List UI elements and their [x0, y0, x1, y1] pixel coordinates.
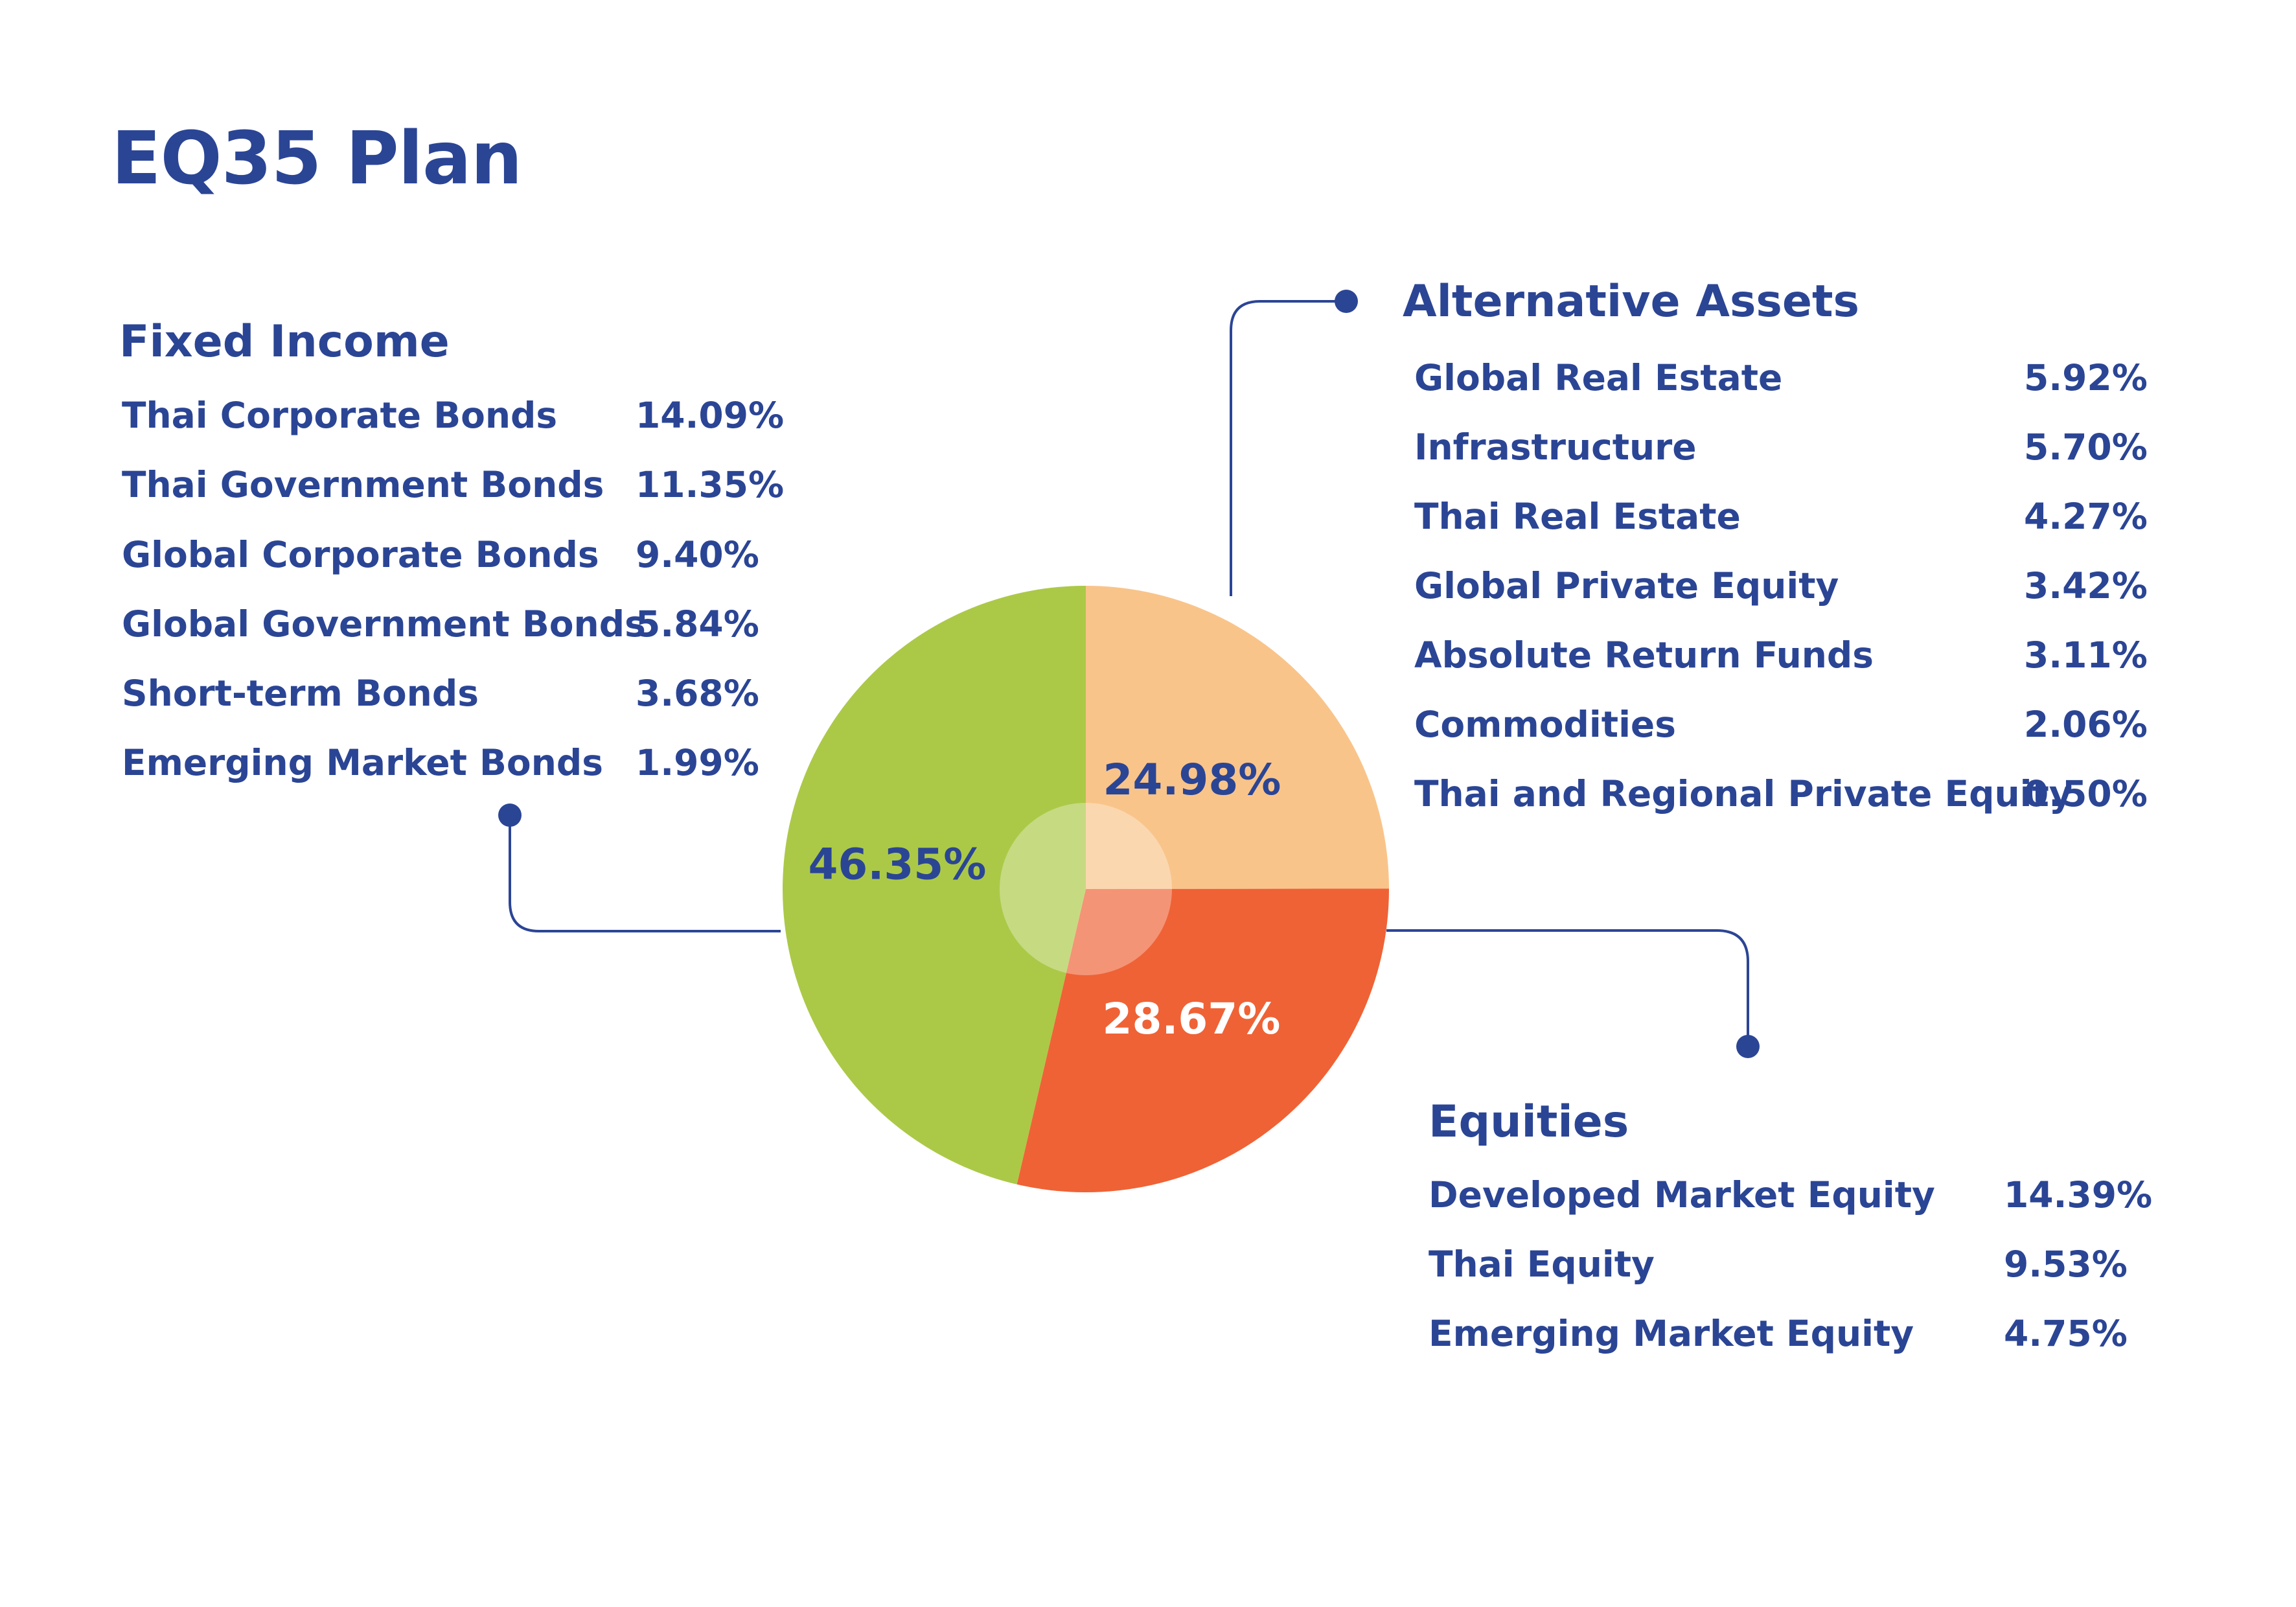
alternative-assets-item-label: Thai Real Estate — [1414, 496, 1741, 537]
connector-dot-fixed-income — [498, 804, 522, 827]
page-title: EQ35 Plan — [111, 117, 522, 201]
alternative-assets-item-value: 3.42% — [2024, 565, 2148, 607]
connector-dot-alternative-assets — [1335, 290, 1358, 313]
fixed-income-item-label: Emerging Market Bonds — [122, 742, 603, 783]
pie-labels: 24.98% 28.67% 46.35% — [808, 755, 1281, 1044]
alternative-assets-item-value: 5.70% — [2024, 426, 2148, 468]
fixed-income-item-value: 14.09% — [636, 395, 785, 436]
alternative-assets-item-value: 2.06% — [2024, 704, 2148, 745]
fixed-income-item-label: Short-term Bonds — [122, 673, 479, 714]
alternative-assets-item-value: 0.50% — [2024, 773, 2148, 815]
alternative-assets-item-value: 4.27% — [2024, 496, 2148, 537]
alternative-assets-item-label: Commodities — [1414, 704, 1676, 745]
connector-line-fixed-income — [509, 815, 781, 932]
fixed-income-item-value: 3.68% — [636, 673, 759, 714]
fixed-income-item-label: Global Government Bonds — [122, 603, 646, 645]
fixed-income-item-value: 11.35% — [636, 464, 785, 505]
pie-label-equities: 28.67% — [1103, 994, 1281, 1044]
equities-item-label: Emerging Market Equity — [1429, 1313, 1914, 1354]
fixed-income-item-label: Global Corporate Bonds — [122, 534, 599, 575]
alternative-assets-item-label: Infrastructure — [1414, 426, 1697, 468]
equities-item-value: 4.75% — [2004, 1313, 2128, 1354]
pie-slices — [783, 586, 1389, 1192]
alternative-assets-title: Alternative Assets — [1403, 276, 1860, 327]
fixed-income-item-value: 9.40% — [636, 534, 759, 575]
equities-item-value: 9.53% — [2004, 1243, 2128, 1285]
pie-label-fixed-income: 46.35% — [808, 840, 986, 890]
pie-slice-fixed-income — [783, 586, 1086, 1185]
connector-line-alternative-assets — [1230, 300, 1346, 596]
pie-label-alternative-assets: 24.98% — [1103, 755, 1281, 805]
equities-title: Equities — [1429, 1096, 1629, 1148]
equities-item-value: 14.39% — [2004, 1174, 2153, 1216]
fixed-income-item-label: Thai Government Bonds — [122, 464, 604, 505]
connector-dot-equities — [1736, 1035, 1760, 1058]
fixed-income-title: Fixed Income — [119, 316, 450, 367]
fixed-income-item-label: Thai Corporate Bonds — [122, 395, 558, 436]
pie-center-highlight — [1000, 803, 1172, 975]
pie-slice-equities — [1016, 888, 1389, 1192]
alternative-assets-item-value: 3.11% — [2024, 634, 2148, 676]
alternative-assets-item-label: Global Real Estate — [1414, 357, 1783, 399]
alternative-assets-item-label: Thai and Regional Private Equity — [1414, 773, 2072, 815]
connector-lines — [498, 290, 1760, 1058]
equities-item-label: Thai Equity — [1429, 1243, 1655, 1285]
fixed-income-item-value: 5.84% — [636, 603, 759, 645]
alternative-assets-item-value: 5.92% — [2024, 357, 2148, 399]
connector-line-equities — [1386, 929, 1749, 1046]
alternative-assets-item-label: Global Private Equity — [1414, 565, 1839, 607]
pie-slice-alternative-assets — [1086, 586, 1389, 889]
alternative-assets-item-label: Absolute Return Funds — [1414, 634, 1874, 676]
equities-item-label: Developed Market Equity — [1429, 1174, 1935, 1216]
fixed-income-item-value: 1.99% — [636, 742, 759, 783]
